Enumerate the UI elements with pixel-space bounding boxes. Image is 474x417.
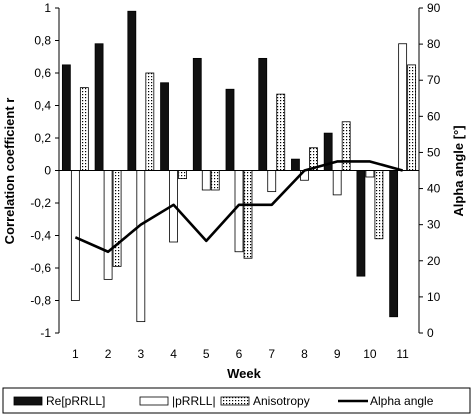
plot-area (61, 10, 417, 323)
y-tick-label: -0,4 (30, 229, 51, 243)
y-tick-label: 0,6 (34, 66, 51, 80)
x-tick-label: 2 (105, 347, 112, 361)
bar-anisotropy-week-4 (178, 170, 187, 180)
bar-anisotropy-week-7 (276, 93, 286, 171)
bar--prrll--week-6 (234, 170, 244, 253)
y2-tick-label: 60 (427, 109, 441, 123)
legend-swatch--prrll- (139, 396, 169, 406)
x-tick-label: 8 (301, 347, 308, 361)
x-tick-label: 4 (170, 347, 177, 361)
y-tick-label: 1 (44, 1, 51, 15)
bar--prrll--week-9 (332, 170, 342, 196)
legend-label: Anisotropy (253, 394, 310, 408)
axes: -1-0,8-0,6-0,4-0,200,20,40,60,8101020304… (30, 1, 440, 361)
legend-label: Re[pRRLL] (46, 394, 105, 408)
bar--prrll--week-10 (365, 170, 375, 178)
bar-re-prrll--week-1 (61, 64, 71, 171)
y-tick-label: -0,2 (30, 196, 51, 210)
line-alpha-angle (74, 160, 403, 254)
y2-tick-label: 70 (427, 73, 441, 87)
y2-tick-label: 80 (427, 37, 441, 51)
x-tick-label: 6 (236, 347, 243, 361)
legend: Re[pRRLL] |pRRLL| Anisotropy Alpha angle (2, 387, 471, 414)
y2-tick-label: 0 (427, 326, 434, 340)
legend-swatch-anisotropy (220, 396, 250, 406)
y-tick-label: -0,6 (30, 261, 51, 275)
bar--prrll--week-7 (267, 170, 277, 193)
bar--prrll--week-2 (103, 170, 113, 280)
legend-swatch-re-prrll- (13, 396, 43, 406)
y2-tick-label: 40 (427, 182, 441, 196)
y-tick-label: 0 (44, 164, 51, 178)
y2-tick-label: 30 (427, 218, 441, 232)
x-tick-label: 5 (203, 347, 210, 361)
bar-anisotropy-week-5 (210, 170, 220, 191)
bar-re-prrll--week-4 (160, 82, 169, 171)
bar-anisotropy-week-10 (374, 170, 384, 240)
bar-re-prrll--week-6 (225, 88, 235, 171)
y-axis-title: Correlation coefficient r (2, 98, 17, 245)
bar-re-prrll--week-11 (389, 170, 399, 318)
x-tick-label: 11 (396, 347, 409, 361)
y-tick-label: 0,8 (34, 34, 51, 48)
bar-re-prrll--week-5 (192, 57, 202, 171)
bar-re-prrll--week-2 (94, 43, 104, 171)
bar-anisotropy-week-1 (79, 87, 89, 171)
bar--prrll--week-11 (398, 43, 408, 171)
bar-anisotropy-week-6 (243, 170, 253, 259)
y2-axis-title: Alpha angle [°] (451, 125, 466, 216)
legend-label: |pRRLL| (172, 394, 216, 408)
y2-tick-label: 20 (427, 254, 441, 268)
bar--prrll--week-3 (136, 170, 146, 323)
y-tick-label: -1 (40, 326, 51, 340)
y2-tick-label: 90 (427, 1, 441, 15)
x-tick-label: 1 (72, 347, 79, 361)
x-tick-label: 10 (363, 347, 377, 361)
bar--prrll--week-5 (201, 170, 211, 191)
bar--prrll--week-1 (70, 170, 80, 301)
x-axis-title: Week (227, 366, 261, 381)
bar-anisotropy-week-11 (407, 64, 417, 171)
y-tick-label: -0,8 (30, 294, 51, 308)
y2-tick-label: 10 (427, 290, 441, 304)
bar-anisotropy-week-3 (145, 72, 155, 171)
bar-anisotropy-week-2 (112, 170, 122, 267)
y-tick-label: 0,2 (34, 131, 51, 145)
bar-anisotropy-week-9 (341, 121, 351, 171)
x-tick-label: 3 (137, 347, 144, 361)
bar-re-prrll--week-8 (291, 158, 300, 171)
x-tick-label: 7 (268, 347, 275, 361)
x-tick-label: 9 (334, 347, 341, 361)
y-tick-label: 0,4 (34, 99, 51, 113)
legend-label: Alpha angle (370, 394, 434, 408)
y2-tick-label: 50 (427, 145, 441, 159)
bar-re-prrll--week-10 (356, 170, 366, 277)
bar-re-prrll--week-7 (258, 57, 268, 171)
bar-re-prrll--week-3 (127, 10, 137, 171)
